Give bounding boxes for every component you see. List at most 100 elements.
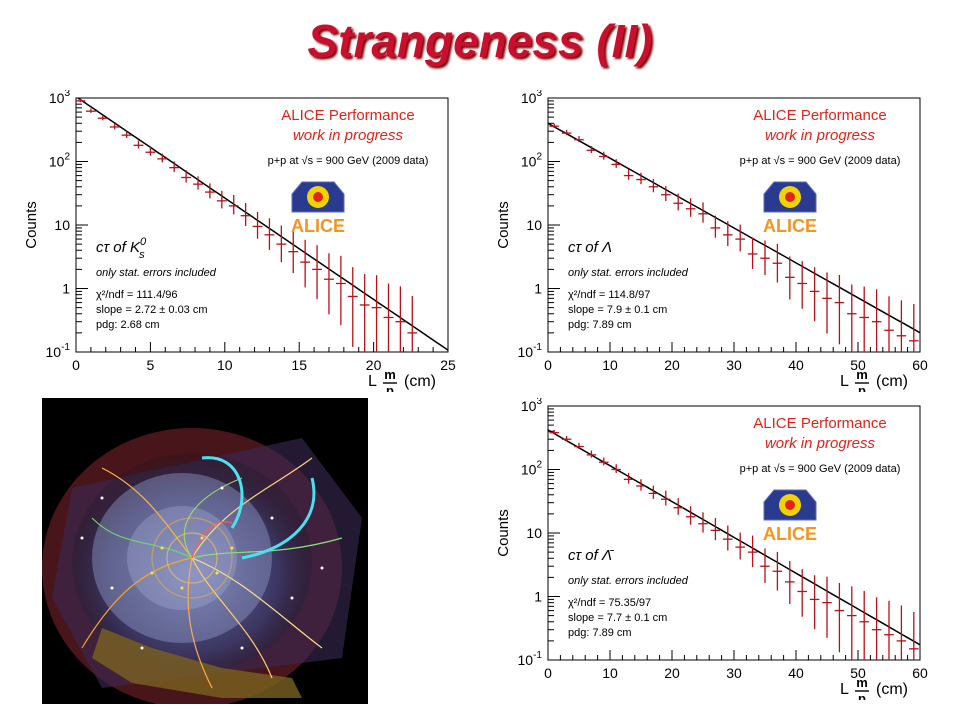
data-point bbox=[549, 123, 559, 128]
data-point bbox=[822, 272, 832, 334]
data-point bbox=[611, 159, 621, 168]
data-point bbox=[685, 506, 696, 525]
x-axis-unit: (cm) bbox=[404, 373, 436, 390]
x-tick-label: 30 bbox=[726, 665, 742, 681]
fit-line bbox=[76, 98, 448, 351]
data-point bbox=[288, 231, 299, 274]
data-point bbox=[324, 253, 334, 315]
data-point bbox=[797, 261, 807, 309]
alice-performance-label: ALICE Performance bbox=[753, 415, 886, 432]
pdg-label: pdg: 2.68 cm bbox=[96, 319, 160, 331]
x-tick-label: 20 bbox=[664, 665, 680, 681]
alice-logo-text: ALICE bbox=[763, 216, 817, 236]
condition-label: p+p at √s = 900 GeV (2009 data) bbox=[740, 463, 901, 475]
data-point bbox=[809, 575, 820, 630]
data-point bbox=[834, 582, 845, 653]
fit-line bbox=[548, 429, 920, 646]
x-tick-label: 60 bbox=[912, 357, 928, 373]
data-point bbox=[561, 435, 572, 442]
slope-label: slope = 2.72 ± 0.03 cm bbox=[96, 304, 208, 316]
data-point bbox=[896, 605, 907, 660]
alice-logo-center bbox=[785, 500, 795, 510]
x-tick-label: 10 bbox=[602, 665, 618, 681]
x-axis-label: L bbox=[368, 373, 377, 390]
data-point bbox=[276, 225, 287, 263]
chi2-label: χ²/ndf = 75.35/97 bbox=[568, 597, 651, 609]
y-tick-label: 10-1 bbox=[518, 342, 543, 360]
x-axis-fraction-num: m bbox=[856, 675, 868, 690]
x-axis-fraction-den: p bbox=[858, 383, 866, 392]
data-point bbox=[710, 215, 721, 238]
plot-area bbox=[548, 122, 920, 352]
data-point bbox=[623, 473, 634, 484]
data-point bbox=[747, 237, 758, 269]
data-point bbox=[216, 190, 227, 209]
data-point bbox=[264, 218, 275, 250]
y-tick-label: 102 bbox=[521, 460, 543, 478]
data-point bbox=[623, 169, 634, 180]
data-point bbox=[847, 284, 857, 352]
y-axis-label: Counts bbox=[23, 201, 40, 249]
data-point bbox=[407, 296, 418, 352]
y-tick-exponent: 2 bbox=[536, 460, 542, 471]
x-tick-label: 30 bbox=[726, 357, 742, 373]
x-axis-label: L bbox=[840, 681, 849, 698]
x-tick-label: 0 bbox=[72, 357, 80, 373]
particle-label: cτ of Λ̄ bbox=[568, 547, 615, 564]
x-tick-label: 40 bbox=[788, 357, 804, 373]
data-point bbox=[85, 108, 96, 113]
x-axis-fraction-den: p bbox=[858, 691, 866, 700]
data-point bbox=[335, 255, 346, 326]
x-axis-fraction-num: m bbox=[856, 367, 868, 382]
alice-performance-label: ALICE Performance bbox=[281, 107, 414, 124]
fit-line bbox=[548, 122, 920, 334]
data-point bbox=[698, 202, 708, 223]
data-point bbox=[574, 136, 584, 143]
y-tick-exponent: 3 bbox=[536, 90, 542, 99]
data-point bbox=[772, 243, 783, 283]
alice-logo-center bbox=[785, 192, 795, 202]
x-tick-label: 25 bbox=[440, 357, 456, 373]
data-point bbox=[772, 551, 783, 591]
chi2-label: χ²/ndf = 111.4/96 bbox=[96, 289, 178, 301]
data-point bbox=[698, 512, 708, 533]
data-point bbox=[859, 286, 869, 352]
data-point bbox=[871, 289, 882, 352]
work-in-progress-label: work in progress bbox=[765, 127, 876, 144]
data-point bbox=[574, 442, 584, 449]
data-point bbox=[785, 256, 795, 300]
data-point bbox=[252, 211, 263, 239]
data-point bbox=[549, 429, 559, 435]
alice-logo bbox=[763, 181, 817, 213]
data-point bbox=[240, 202, 251, 227]
x-axis-unit: (cm) bbox=[876, 681, 908, 698]
data-point bbox=[347, 267, 358, 347]
data-point bbox=[586, 450, 597, 458]
data-point bbox=[611, 464, 621, 474]
data-point bbox=[661, 490, 671, 506]
data-point bbox=[710, 518, 721, 541]
data-point bbox=[834, 274, 845, 345]
alice-logo-center bbox=[313, 192, 323, 202]
x-tick-label: 15 bbox=[291, 357, 307, 373]
pdg-label: pdg: 7.89 cm bbox=[568, 627, 632, 639]
y-tick-label: 102 bbox=[49, 152, 71, 170]
data-point bbox=[685, 198, 696, 217]
data-point bbox=[909, 611, 919, 660]
data-point bbox=[133, 140, 144, 149]
alice-logo-text: ALICE bbox=[291, 216, 345, 236]
particle-sub: s bbox=[139, 249, 145, 261]
data-point bbox=[371, 275, 382, 352]
data-point bbox=[896, 300, 907, 352]
x-axis-fraction-num: m bbox=[384, 367, 396, 382]
y-axis-label: Counts bbox=[495, 201, 512, 249]
x-tick-label: 40 bbox=[788, 665, 804, 681]
alice-performance-label: ALICE Performance bbox=[753, 107, 886, 124]
y-tick-exponent: 2 bbox=[536, 152, 542, 163]
plot-area bbox=[76, 98, 448, 352]
data-point bbox=[599, 151, 609, 160]
condition-label: p+p at √s = 900 GeV (2009 data) bbox=[268, 155, 429, 167]
y-tick-label: 1 bbox=[534, 281, 542, 297]
data-point bbox=[383, 283, 394, 352]
condition-label: p+p at √s = 900 GeV (2009 data) bbox=[740, 155, 901, 167]
